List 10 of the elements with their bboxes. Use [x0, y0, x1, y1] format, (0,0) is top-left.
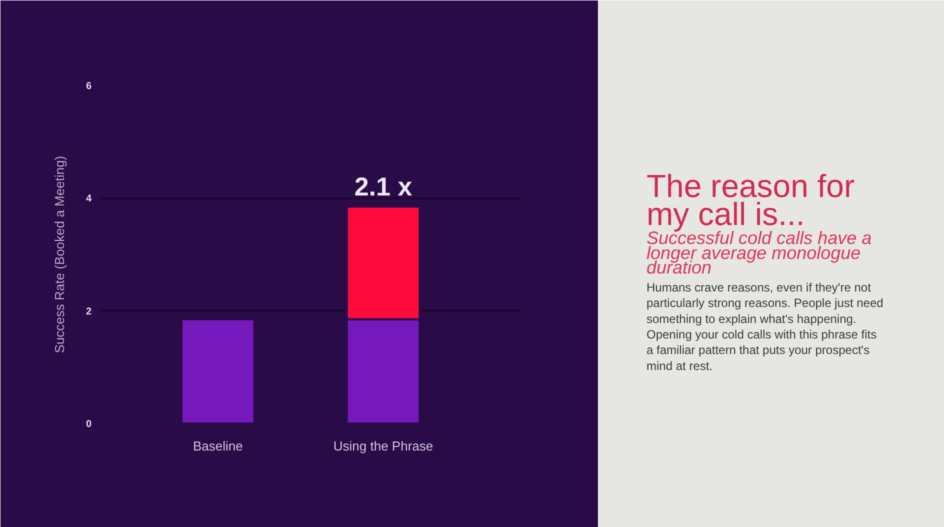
y-axis-title: Success Rate (Booked a Meeting) [52, 156, 67, 354]
text: The reason for my call is... [646, 168, 855, 232]
x-tick-label: Baseline [192, 438, 243, 454]
y-tick-label: 6 [86, 81, 92, 92]
y-tick-label: 2 [86, 306, 92, 318]
annotation: 2.1 x [354, 172, 413, 202]
y-tick-label: 0 [86, 419, 92, 430]
y-tick-label: 4 [86, 194, 92, 205]
x-tick-label: Using the Phrase [333, 438, 434, 454]
text: Humans crave reasons, even if they're not particularly strong reasons. People just need something to explain what's happening. Opening your cold calls with this phrase fits a familiar pattern that puts your prospect's mind at rest. [646, 280, 884, 373]
